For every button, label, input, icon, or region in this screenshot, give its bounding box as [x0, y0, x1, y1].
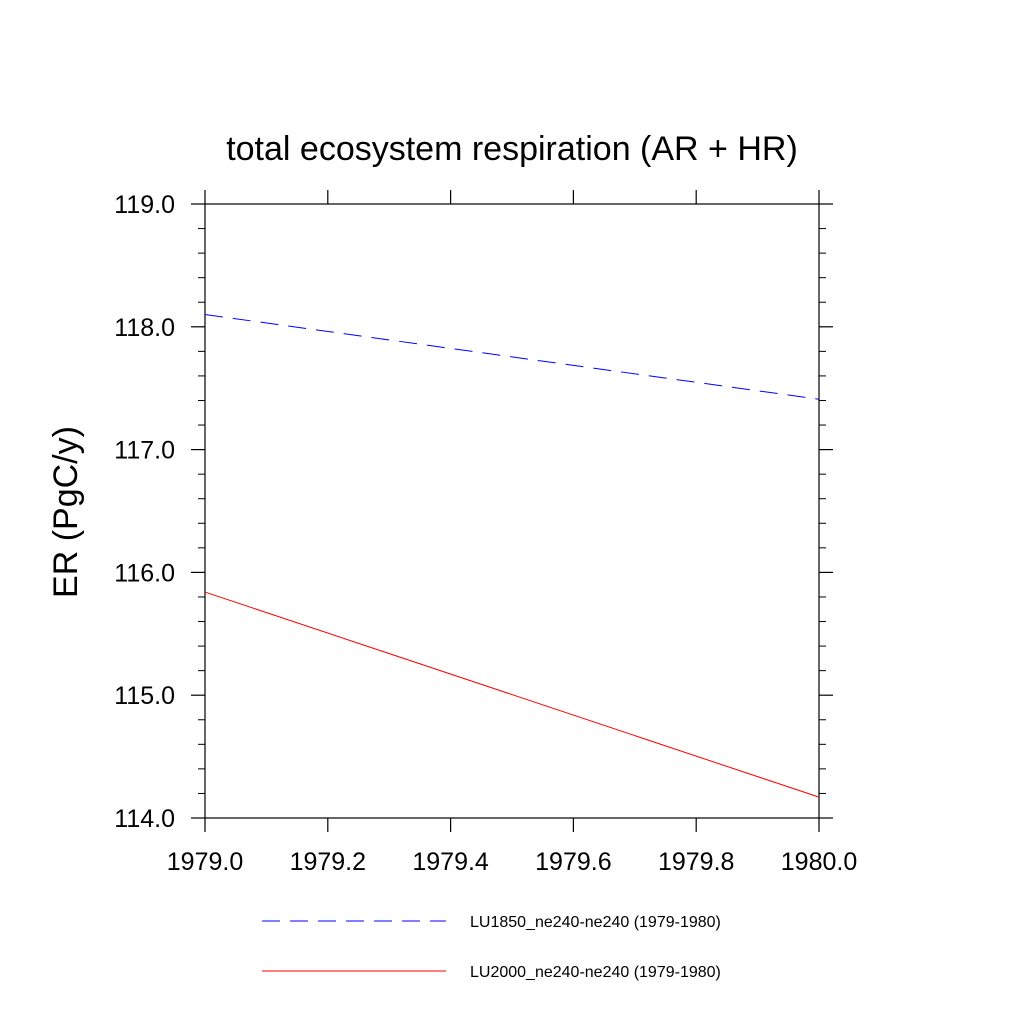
- y-tick-label: 119.0: [114, 191, 175, 219]
- legend-label-2: LU2000_ne240-ne240 (1979-1980): [470, 964, 721, 981]
- series-layer: [204, 314, 820, 798]
- plot-frame: [204, 203, 820, 819]
- legend-label-1: LU1850_ne240-ne240 (1979-1980): [470, 914, 721, 931]
- series-line-1: [204, 314, 820, 400]
- x-tick-label: 1979.0: [167, 848, 243, 876]
- x-tick-label: 1979.2: [290, 848, 366, 876]
- y-tick-label: 117.0: [114, 437, 175, 465]
- y-tick-label: 115.0: [114, 682, 175, 710]
- y-tick-label: 118.0: [114, 314, 175, 342]
- y-tick-label: 114.0: [114, 805, 175, 833]
- x-tick-label: 1979.8: [658, 848, 734, 876]
- series-line-2: [204, 591, 820, 798]
- x-tick-label: 1979.6: [535, 848, 611, 876]
- y-axis-label: ER (PgC/y): [47, 426, 85, 598]
- legend: LU1850_ne240-ne240 (1979-1980) LU2000_ne2…: [262, 914, 721, 981]
- y-tick-label: 116.0: [114, 559, 175, 587]
- chart-title: total ecosystem respiration (AR + HR): [226, 130, 798, 168]
- x-tick-label: 1979.4: [412, 848, 489, 876]
- x-axis-ticks: 1979.0 1979.2 1979.4 1979.6 1979.8 1980.0: [167, 190, 857, 876]
- y-axis-ticks: 114.0 115.0 116.0 117.0 118.0 119.0: [114, 191, 833, 833]
- x-tick-label: 1980.0: [781, 848, 857, 876]
